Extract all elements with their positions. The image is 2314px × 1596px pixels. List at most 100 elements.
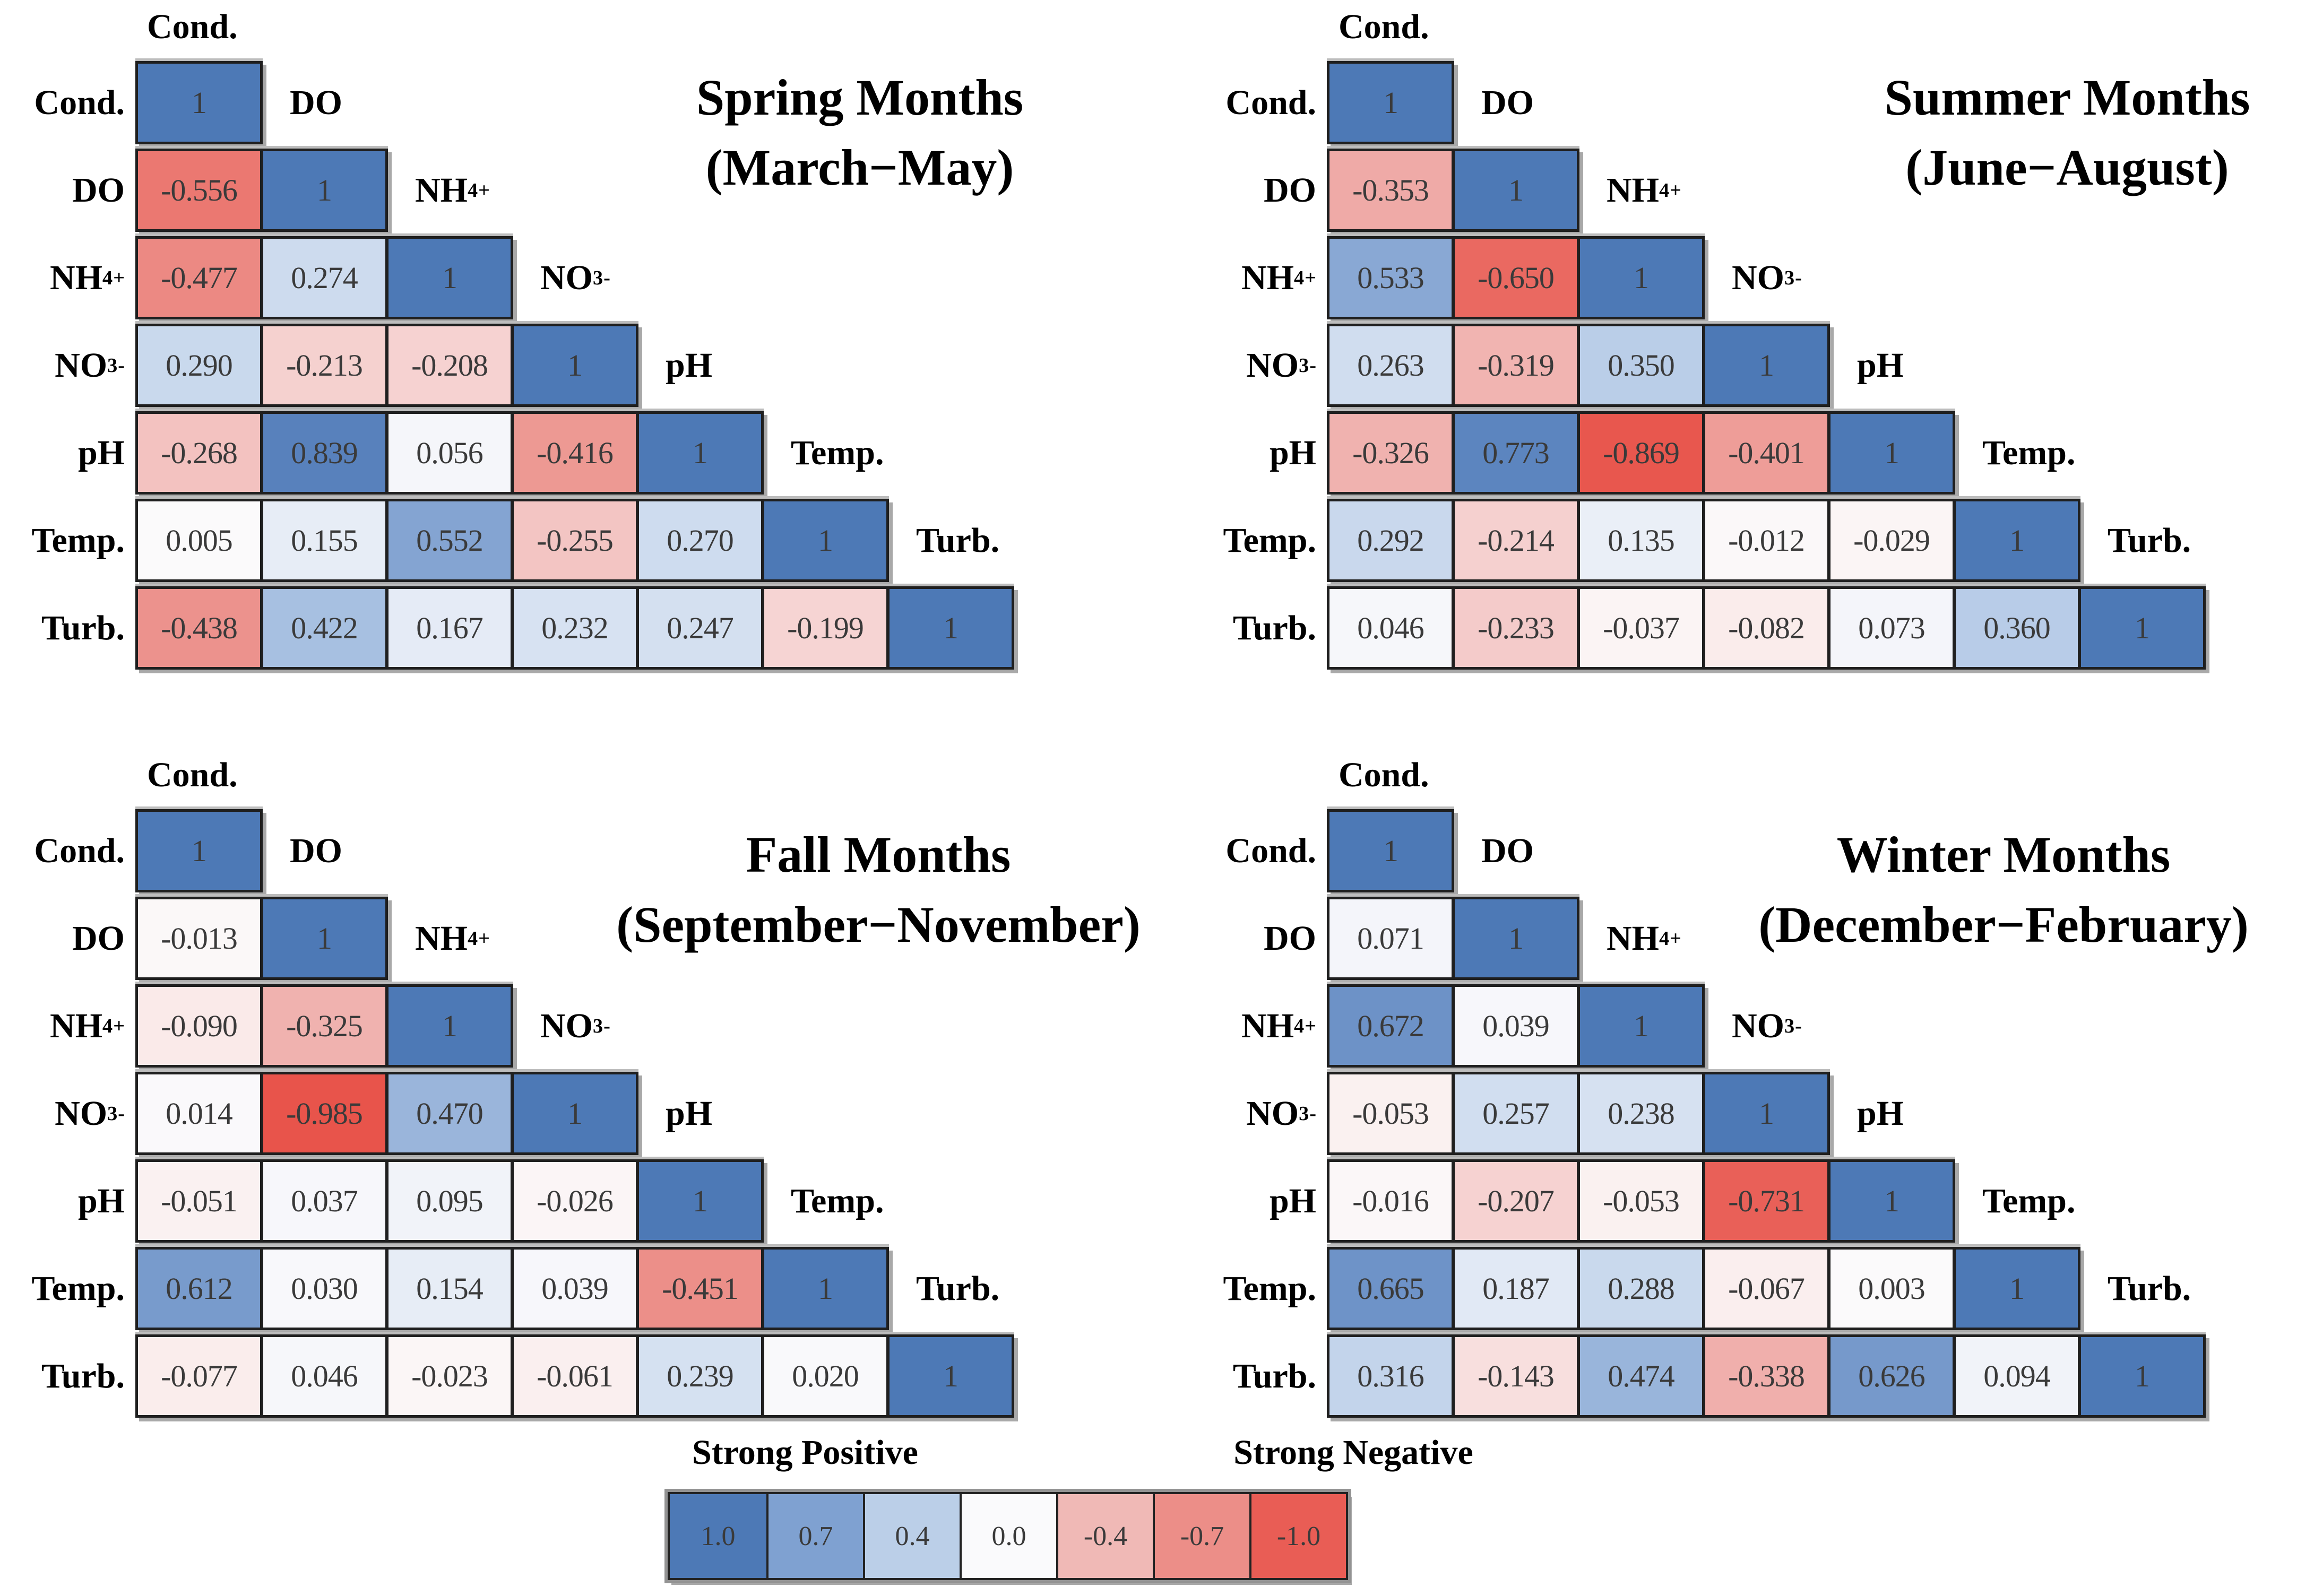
matrix-row-fall-2: -0.090 -0.325 1 <box>135 984 513 1068</box>
panel-title-line2: (December−February) <box>1758 896 2249 953</box>
corr-cell-summer-r6c3: -0.082 <box>1703 586 1830 670</box>
matrix-row-summer-0: 1 <box>1327 61 1454 144</box>
corr-cell-summer-r5c4: -0.029 <box>1828 499 1955 582</box>
row-label-fall-4: pH <box>77 1181 125 1220</box>
corr-cell-winter-r6c4: 0.626 <box>1828 1334 1955 1418</box>
corr-cell-summer-r6c5: 0.360 <box>1953 586 2080 670</box>
panel-title-line1: Summer Months <box>1884 69 2250 126</box>
panel-title-line2: (March−May) <box>705 139 1014 196</box>
row-label-winter-6: Turb. <box>1232 1356 1316 1395</box>
corr-cell-summer-r4c2: -0.869 <box>1577 411 1705 495</box>
corr-cell-spring-r0c0: 1 <box>135 61 263 144</box>
row-label-summer-5: Temp. <box>1223 521 1316 560</box>
matrix-row-winter-3: -0.053 0.257 0.238 1 <box>1327 1072 1830 1155</box>
corr-cell-spring-r6c6: 1 <box>887 586 1014 670</box>
corr-cell-fall-r4c0: -0.051 <box>135 1159 263 1243</box>
legend-negative-label: Strong Negative <box>1233 1433 1473 1472</box>
matrix-row-spring-4: -0.268 0.839 0.056 -0.416 1 <box>135 411 764 495</box>
corr-cell-winter-r5c5: 1 <box>1953 1247 2080 1330</box>
corr-cell-summer-r3c1: -0.319 <box>1452 324 1579 407</box>
col-header-summer-4: pH <box>1857 345 1904 385</box>
corr-cell-fall-r2c0: -0.090 <box>135 984 263 1068</box>
corr-cell-winter-r5c1: 0.187 <box>1452 1247 1579 1330</box>
colorbar-swatch-0.0: 0.0 <box>960 1494 1056 1578</box>
corr-cell-summer-r0c0: 1 <box>1327 61 1454 144</box>
matrix-row-winter-5: 0.665 0.187 0.288 -0.067 0.003 1 <box>1327 1247 2080 1330</box>
row-label-summer-3: NO 3- <box>1246 345 1316 385</box>
corr-cell-summer-r5c5: 1 <box>1953 499 2080 582</box>
corr-cell-winter-r4c0: -0.016 <box>1327 1159 1454 1243</box>
corr-cell-fall-r6c5: 0.020 <box>762 1334 889 1418</box>
colorbar-swatch-0.7: 0.7 <box>766 1494 863 1578</box>
corr-cell-winter-r2c2: 1 <box>1577 984 1705 1068</box>
corr-cell-fall-r2c2: 1 <box>386 984 513 1068</box>
row-label-fall-5: Temp. <box>31 1269 125 1308</box>
matrix-row-spring-6: -0.438 0.422 0.167 0.232 0.247 -0.199 1 <box>135 586 1014 670</box>
row-label-spring-6: Turb. <box>41 608 125 647</box>
corr-cell-fall-r5c1: 0.030 <box>261 1247 388 1330</box>
col-header-spring-3: NO 3- <box>540 258 610 297</box>
corr-cell-spring-r5c2: 0.552 <box>386 499 513 582</box>
corr-cell-fall-r6c1: 0.046 <box>261 1334 388 1418</box>
matrix-row-fall-1: -0.013 1 <box>135 897 388 980</box>
corr-cell-fall-r5c5: 1 <box>762 1247 889 1330</box>
matrix-row-winter-6: 0.316 -0.143 0.474 -0.338 0.626 0.094 1 <box>1327 1334 2206 1418</box>
colorbar: 1.0 0.7 0.4 0.0 -0.4 -0.7 -1.0 <box>668 1492 1348 1580</box>
corr-cell-summer-r4c0: -0.326 <box>1327 411 1454 495</box>
corr-cell-spring-r6c5: -0.199 <box>762 586 889 670</box>
row-label-fall-2: NH 4 + <box>50 1006 125 1045</box>
col-header-winter-1: DO <box>1481 831 1534 870</box>
corr-cell-spring-r2c1: 0.274 <box>261 236 388 319</box>
corr-cell-fall-r3c0: 0.014 <box>135 1072 263 1155</box>
corr-cell-winter-r2c0: 0.672 <box>1327 984 1454 1068</box>
panel-title-fall: Fall Months (September−November) <box>616 820 1141 960</box>
col-header-fall-3: NO 3- <box>540 1006 610 1045</box>
col-header-winter-2: NH 4 + <box>1607 918 1681 958</box>
panel-title-winter: Winter Months (December−February) <box>1758 820 2249 960</box>
panel-title-line1: Winter Months <box>1836 826 2171 883</box>
corr-cell-winter-r1c0: 0.071 <box>1327 897 1454 980</box>
corr-cell-fall-r5c4: -0.451 <box>636 1247 764 1330</box>
corr-cell-winter-r3c0: -0.053 <box>1327 1072 1454 1155</box>
corr-cell-winter-r6c5: 0.094 <box>1953 1334 2080 1418</box>
row-label-summer-6: Turb. <box>1232 608 1316 647</box>
col-header-fall-5: Temp. <box>791 1181 884 1220</box>
col-header-summer-3: NO 3- <box>1732 258 1802 297</box>
row-label-spring-2: NH 4 + <box>50 258 125 297</box>
corr-cell-fall-r6c0: -0.077 <box>135 1334 263 1418</box>
colorbar-swatch--0.7: -0.7 <box>1153 1494 1249 1578</box>
matrix-row-winter-4: -0.016 -0.207 -0.053 -0.731 1 <box>1327 1159 1955 1243</box>
matrix-row-fall-6: -0.077 0.046 -0.023 -0.061 0.239 0.020 1 <box>135 1334 1014 1418</box>
panel-title-line1: Spring Months <box>696 69 1024 126</box>
matrix-row-fall-4: -0.051 0.037 0.095 -0.026 1 <box>135 1159 764 1243</box>
matrix-row-spring-2: -0.477 0.274 1 <box>135 236 513 319</box>
corr-cell-spring-r6c2: 0.167 <box>386 586 513 670</box>
corr-cell-summer-r2c0: 0.533 <box>1327 236 1454 319</box>
row-label-fall-6: Turb. <box>41 1356 125 1395</box>
corr-cell-spring-r5c0: 0.005 <box>135 499 263 582</box>
matrix-row-spring-3: 0.290 -0.213 -0.208 1 <box>135 324 638 407</box>
panel-title-line1: Fall Months <box>746 826 1011 883</box>
corr-cell-fall-r4c1: 0.037 <box>261 1159 388 1243</box>
corr-cell-spring-r3c0: 0.290 <box>135 324 263 407</box>
matrix-row-winter-0: 1 <box>1327 809 1454 892</box>
corr-cell-spring-r6c3: 0.232 <box>511 586 638 670</box>
corr-cell-winter-r5c4: 0.003 <box>1828 1247 1955 1330</box>
panel-title-line2: (September−November) <box>616 896 1141 953</box>
panel-title-summer: Summer Months (June−August) <box>1885 63 2250 203</box>
row-label-fall-3: NO 3- <box>55 1094 125 1133</box>
col-header-fall-0: Cond. <box>147 756 238 794</box>
corr-cell-spring-r1c0: -0.556 <box>135 149 263 232</box>
corr-cell-winter-r5c3: -0.067 <box>1703 1247 1830 1330</box>
col-header-fall-1: DO <box>290 831 342 870</box>
col-header-spring-5: Temp. <box>791 433 884 472</box>
corr-cell-fall-r3c3: 1 <box>511 1072 638 1155</box>
colorbar-swatch--0.4: -0.4 <box>1056 1494 1153 1578</box>
colorbar-swatch-0.4: 0.4 <box>863 1494 960 1578</box>
row-label-spring-3: NO 3- <box>55 345 125 385</box>
corr-cell-fall-r4c3: -0.026 <box>511 1159 638 1243</box>
corr-cell-fall-r1c1: 1 <box>261 897 388 980</box>
corr-cell-fall-r0c0: 1 <box>135 809 263 892</box>
corr-cell-fall-r3c1: -0.985 <box>261 1072 388 1155</box>
